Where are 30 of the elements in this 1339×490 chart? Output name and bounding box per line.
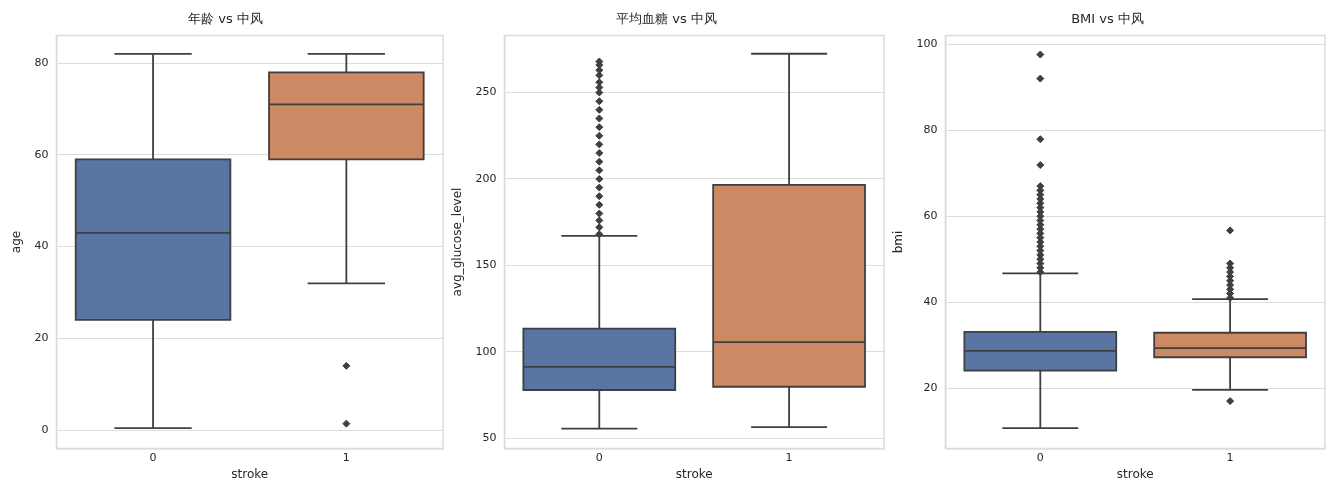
x-axis-title: stroke [231,466,269,481]
y-axis-title: avg_glucose_level [450,187,465,297]
chart-title: 平均血糖 vs 中风 [616,11,717,27]
x-tick-label: 0 [595,450,603,464]
x-tick-label: 1 [342,450,350,464]
y-tick-label: 80 [34,55,49,69]
y-tick-label: 100 [475,344,497,358]
x-axis-title: stroke [1116,466,1154,481]
y-tick-label: 80 [923,123,938,137]
y-tick-label: 20 [923,381,938,395]
x-tick-label: 1 [1226,450,1234,464]
y-tick-label: 100 [916,37,938,51]
y-axis-title: bmi [891,230,906,254]
y-tick-label: 200 [475,171,497,185]
x-tick-label: 0 [1036,450,1044,464]
y-tick-label: 150 [475,258,497,272]
chart-title: BMI vs 中风 [1071,11,1144,27]
y-tick-label: 20 [34,331,49,345]
y-tick-label: 250 [475,85,497,99]
y-tick-label: 60 [923,209,938,223]
x-axis-title: stroke [675,466,713,481]
x-tick-label: 1 [785,450,793,464]
y-axis-title: age [9,230,24,254]
y-tick-label: 60 [34,147,49,161]
chart-title: 年龄 vs 中风 [188,11,263,27]
y-tick-label: 40 [923,295,938,309]
y-tick-label: 40 [34,239,49,253]
x-tick-label: 0 [149,450,157,464]
y-tick-label: 50 [482,430,497,444]
y-tick-label: 0 [41,422,49,436]
